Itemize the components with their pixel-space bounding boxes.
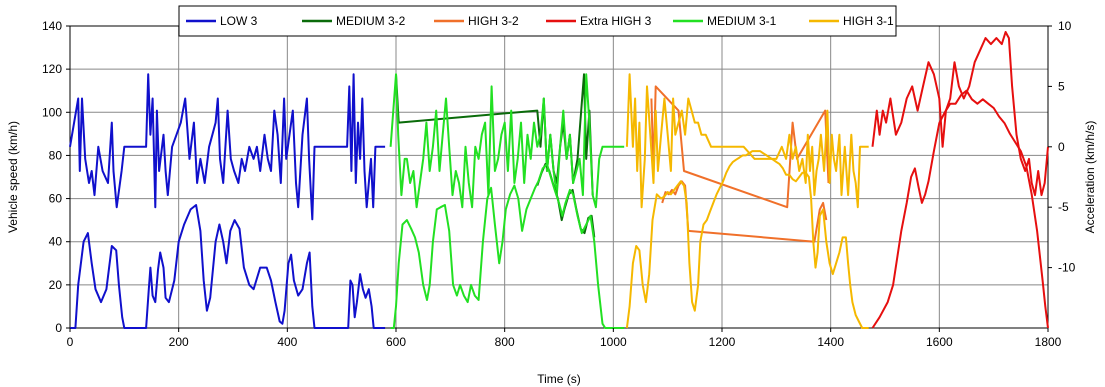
x-tick-label: 400 [277,335,297,349]
speed-line-low-3 [70,204,386,329]
left-y-tick-label: 20 [49,278,63,292]
legend-label-medium-3-2: MEDIUM 3-2 [336,14,406,28]
left-y-tick-label: 120 [42,62,62,76]
legend-box [178,5,897,37]
speed-line-medium-3-1 [390,163,625,329]
speed-series-group [70,89,1049,329]
right-y-tick-label: -5 [1058,200,1069,214]
legend-label-extra-high-3: Extra HIGH 3 [580,14,652,28]
accel-line-low-3 [69,73,386,221]
left-y-tick-label: 140 [42,19,62,33]
x-axis-ticks: 0 200 400 600 800 1000 1200 1400 1600 1800 [67,328,1062,349]
acceleration-series-group [69,31,1049,221]
x-tick-label: 1000 [600,335,627,349]
x-tick-label: 1800 [1035,335,1062,349]
speed-line-high-3-1 [625,150,869,329]
legend-label-high-3-1: HIGH 3-1 [843,14,894,28]
x-tick-label: 1400 [817,335,844,349]
chart-grid [70,26,1048,328]
x-tick-label: 1600 [926,335,953,349]
left-y-tick-label: 60 [49,192,63,206]
legend-label-low-3: LOW 3 [220,14,258,28]
legend-label-high-3-2: HIGH 3-2 [468,14,519,28]
x-tick-label: 800 [495,335,515,349]
left-y-tick-label: 80 [49,148,63,162]
chart-legend: LOW 3 MEDIUM 3-2 HIGH 3-2 Extra HIGH 3 MEDIU… [178,5,897,37]
right-y-tick-label: 10 [1058,19,1072,33]
x-tick-label: 0 [67,335,74,349]
left-y-tick-label: 100 [42,105,62,119]
left-y-tick-label: 0 [55,321,62,335]
legend-label-medium-3-1: MEDIUM 3-1 [707,14,777,28]
right-y-tick-label: 0 [1058,140,1065,154]
accel-line-high-3-1 [625,73,869,209]
right-y-tick-label: 5 [1058,79,1065,93]
left-y-tick-label: 40 [49,235,63,249]
left-y-axis-ticks: 0 20 40 60 80 100 120 140 [42,19,70,335]
x-tick-label: 600 [386,335,406,349]
x-axis-title: Time (s) [537,372,581,386]
accel-line-medium-3-1 [389,73,625,209]
x-tick-label: 200 [169,335,189,349]
right-y-axis-title: Acceleration (km/h/s) [1083,121,1097,234]
right-y-tick-label: -10 [1058,261,1076,275]
left-y-axis-title: Vehicle speed (km/h) [6,121,20,233]
accel-line-extra-high-3 [871,31,1049,197]
speed-line-extra-high-3 [871,89,1049,329]
right-y-axis-ticks: 10 5 0 -5 -10 [1048,19,1076,275]
x-tick-label: 1200 [709,335,736,349]
